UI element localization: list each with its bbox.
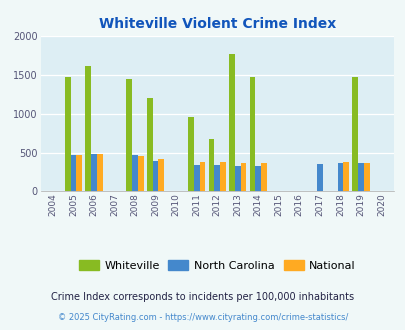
Bar bbox=[234, 166, 240, 191]
Bar bbox=[240, 163, 246, 191]
Bar bbox=[352, 78, 357, 191]
Text: Crime Index corresponds to incidents per 100,000 inhabitants: Crime Index corresponds to incidents per… bbox=[51, 292, 354, 302]
Bar bbox=[152, 161, 158, 191]
Bar bbox=[255, 166, 260, 191]
Bar bbox=[193, 165, 199, 191]
Bar bbox=[343, 162, 348, 191]
Text: © 2025 CityRating.com - https://www.cityrating.com/crime-statistics/: © 2025 CityRating.com - https://www.city… bbox=[58, 313, 347, 322]
Bar bbox=[220, 162, 225, 191]
Bar bbox=[316, 164, 322, 191]
Bar bbox=[126, 79, 132, 191]
Bar bbox=[337, 163, 343, 191]
Bar bbox=[97, 154, 102, 191]
Bar bbox=[188, 117, 193, 191]
Bar bbox=[76, 155, 82, 191]
Bar bbox=[363, 163, 369, 191]
Bar bbox=[147, 98, 152, 191]
Bar bbox=[158, 159, 164, 191]
Bar bbox=[214, 165, 220, 191]
Bar bbox=[260, 163, 266, 191]
Bar bbox=[199, 162, 205, 191]
Bar bbox=[65, 78, 70, 191]
Bar bbox=[249, 78, 255, 191]
Bar bbox=[91, 154, 97, 191]
Bar bbox=[138, 156, 143, 191]
Legend: Whiteville, North Carolina, National: Whiteville, North Carolina, National bbox=[74, 256, 359, 276]
Bar bbox=[228, 54, 234, 191]
Bar bbox=[132, 155, 138, 191]
Bar bbox=[70, 155, 76, 191]
Title: Whiteville Violent Crime Index: Whiteville Violent Crime Index bbox=[98, 17, 335, 31]
Bar bbox=[208, 140, 214, 191]
Bar bbox=[85, 66, 91, 191]
Bar bbox=[357, 163, 363, 191]
